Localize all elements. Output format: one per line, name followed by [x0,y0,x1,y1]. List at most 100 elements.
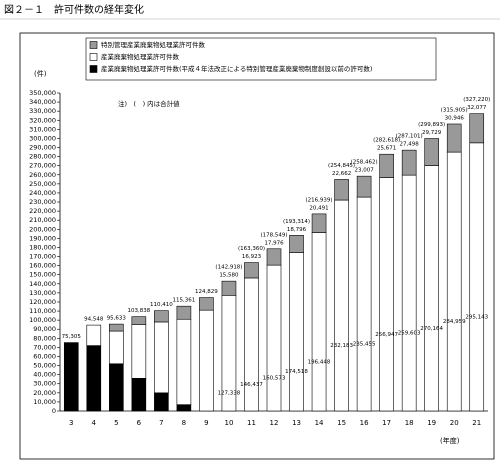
total-label: 94,548 [84,317,104,323]
segment-label: 270,164 [420,326,443,332]
bar-segment [289,252,304,412]
segment-label: 160,573 [263,376,286,382]
segment-label: 23,007 [354,168,374,174]
total-label: 124,829 [195,289,218,295]
segment-label: 295,143 [465,314,488,320]
segment-label: 146,437 [240,382,263,388]
bar-segment [334,179,349,201]
x-tick-label: 19 [427,419,436,427]
y-tick-label: 220,000 [29,207,56,215]
chart-title: 図２－１ 許可件数の経年変化 [4,3,144,16]
bar-segment [199,297,214,311]
bar-segment [199,309,214,412]
bar-segment [356,196,372,412]
segment-label: 284,959 [443,319,466,325]
y-tick-label: 260,000 [29,171,56,179]
note: 注) ( ) 内は合計値 [118,99,180,108]
segment-label: 256,947 [375,332,398,338]
x-tick-label: 14 [315,419,324,427]
bar-segment [469,113,485,144]
bar-segment [154,392,169,412]
bar-segment [109,323,124,332]
total-label: 75,305 [62,334,82,340]
y-tick-label: 10,000 [33,398,56,406]
segment-label: 235,455 [353,342,376,348]
y-tick-label: 270,000 [29,162,56,170]
bar-segment [334,199,349,412]
bar-segment [424,138,439,166]
bar-segment [109,330,124,365]
segment-label: 127,338 [218,391,241,397]
segment-label: 259,603 [398,331,421,337]
segment-label: 20,491 [309,205,328,211]
x-tick-label: 3 [69,419,73,427]
x-tick-label: 4 [92,419,97,427]
chart-frame [19,32,495,460]
x-tick-label: 12 [270,419,279,427]
y-tick-label: 50,000 [33,362,56,370]
x-tick-label: 9 [204,419,208,427]
bar-segment [221,280,237,296]
bar-segment [131,377,147,412]
bar-segment [469,142,485,412]
bar-segment [266,264,282,412]
segment-label: 32,077 [467,105,487,111]
y-tick-label: 150,000 [29,271,56,279]
legend-label: 産業廃棄物処理業許可件数(平成４年法改正による特別管理産業廃棄物制度創設以前の許… [101,64,372,73]
x-tick-label: 11 [247,419,256,427]
bar-segment [86,324,102,346]
x-tick-label: 15 [337,419,346,427]
segment-label: 174,518 [285,369,308,375]
x-tick-label: 8 [182,419,186,427]
y-tick-label: 120,000 [29,298,56,306]
bar-segment [401,174,417,412]
total-label: (299,893) [418,122,445,128]
legend [85,37,437,81]
bar-segment [86,345,102,412]
y-tick-label: 210,000 [29,216,56,224]
bar-segment [176,318,192,405]
y-tick-label: 300,000 [29,134,56,142]
y-tick-label: 230,000 [29,198,56,206]
x-tick-label: 21 [472,419,481,427]
y-tick-label: 160,000 [29,262,56,270]
x-tick-label: 5 [114,419,118,427]
y-tick-label: 40,000 [33,371,56,379]
y-unit: (件) [34,69,47,78]
segment-label: 22,662 [332,171,351,177]
bar-segment [176,305,192,320]
bar-segment [356,175,372,198]
y-tick-label: 340,000 [29,98,56,106]
y-tick-label: 110,000 [29,307,56,315]
segment-label: 30,946 [445,115,465,121]
x-tick-label: 17 [382,419,391,427]
bar-segment [379,177,394,412]
y-tick-label: 100,000 [29,316,56,324]
total-label: 103,838 [127,308,150,314]
bar-segment [424,165,439,412]
total-label: (193,314) [283,219,310,225]
segment-label: 18,796 [287,227,307,233]
y-tick-label: 330,000 [29,107,56,115]
bar-segment [154,321,169,394]
y-tick-label: 350,000 [29,89,56,97]
total-label: 115,361 [173,298,196,304]
x-tick-label: 6 [137,419,142,427]
y-tick-label: 70,000 [33,343,56,351]
bar-segment [446,123,462,153]
total-label: (254,845) [328,163,355,169]
y-tick-label: 30,000 [33,380,56,388]
segment-label: 196,448 [308,359,331,365]
y-tick-label: 140,000 [29,280,56,288]
total-label: (178,549) [260,232,287,238]
segment-label: 232,183 [330,343,353,349]
bar-segment [176,404,192,412]
total-label: 95,633 [107,316,127,322]
total-label: (163,360) [238,246,265,252]
y-tick-label: 0 [52,407,56,415]
total-label: (327,220) [463,97,490,103]
segment-label: 27,498 [400,142,420,148]
total-label: (287,101) [396,134,423,140]
bar-segment [244,277,259,412]
